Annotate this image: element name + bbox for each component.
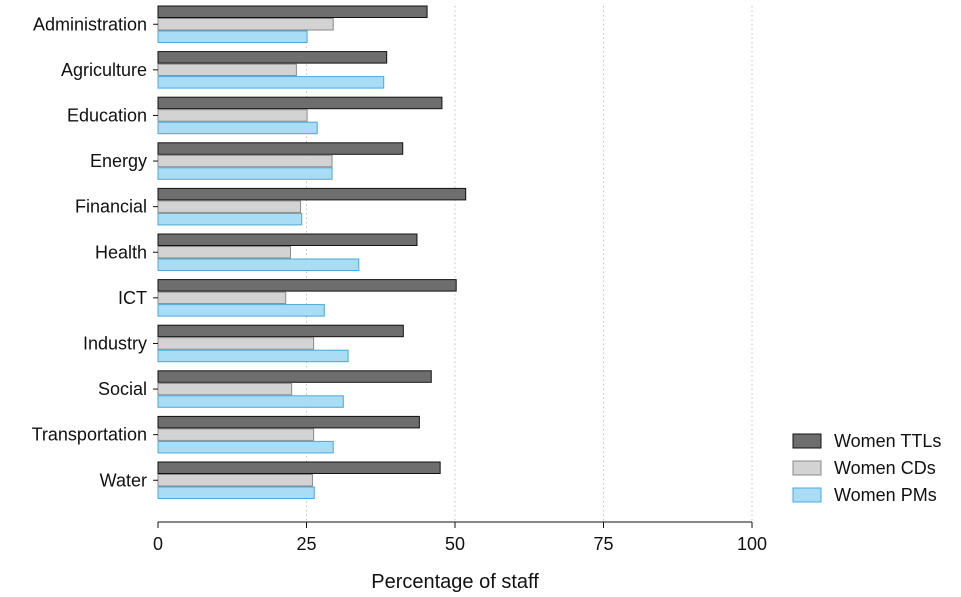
legend-label: Women PMs <box>834 485 937 505</box>
bar-women-cds <box>157 291 287 305</box>
bar-women-ttls <box>157 187 467 201</box>
bar-women-cds <box>157 18 334 31</box>
legend: Women TTLs Women CDs Women PMs <box>792 431 941 505</box>
category-label: Health <box>95 242 147 262</box>
bar-women-ttls <box>157 461 441 474</box>
category-label: Social <box>98 379 147 399</box>
category-label: Administration <box>33 14 147 34</box>
bar-women-ttls <box>157 96 443 110</box>
x-tick-label: 100 <box>737 534 767 554</box>
bar-women-pms <box>157 212 303 226</box>
bar-women-ttls <box>157 5 428 18</box>
bar-women-cds <box>157 154 333 168</box>
bar-women-ttls <box>157 51 388 64</box>
x-tick-label: 75 <box>593 534 613 554</box>
bar-women-ttls <box>157 324 404 338</box>
category-label: Industry <box>83 333 147 353</box>
category-label: Education <box>67 105 147 125</box>
bar-women-cds <box>157 428 315 441</box>
legend-label: Women CDs <box>834 458 936 478</box>
bar-women-ttls <box>157 279 457 292</box>
x-axis: 0 25 50 75 100 <box>153 521 767 554</box>
category-labels: Administration Agriculture Education Energy… <box>32 14 158 490</box>
bar-women-cds <box>157 63 297 77</box>
legend-swatch <box>792 460 822 476</box>
bar-women-ttls <box>157 415 420 429</box>
x-tick-label: 0 <box>153 534 163 554</box>
category-label: Transportation <box>32 425 147 445</box>
category-label: ICT <box>118 288 147 308</box>
legend-swatch <box>792 487 822 503</box>
bar-women-ttls <box>157 142 404 155</box>
x-axis-title: Percentage of staff <box>371 571 539 593</box>
bar-women-cds <box>157 337 315 350</box>
bar-women-cds <box>157 382 293 396</box>
bar-women-pms <box>157 440 334 454</box>
bar-women-ttls <box>157 370 432 383</box>
bar-women-pms <box>157 167 333 180</box>
bars <box>157 5 467 499</box>
bar-women-pms <box>157 304 325 317</box>
category-label: Energy <box>90 151 147 171</box>
bar-women-pms <box>157 30 308 43</box>
bar-women-cds <box>157 109 308 122</box>
bar-women-pms <box>157 258 360 271</box>
bar-women-cds <box>157 474 313 487</box>
bar-women-ttls <box>157 233 418 246</box>
bar-women-pms <box>157 395 344 408</box>
category-label: Financial <box>75 197 147 217</box>
bar-women-pms <box>157 486 315 499</box>
x-tick-label: 25 <box>296 534 316 554</box>
bar-women-pms <box>157 76 385 89</box>
bar-women-cds <box>157 200 302 213</box>
x-tick-label: 50 <box>445 534 465 554</box>
bar-women-pms <box>157 121 318 135</box>
category-label: Water <box>100 470 147 490</box>
legend-swatch <box>792 433 822 449</box>
legend-label: Women TTLs <box>834 431 941 451</box>
category-label: Agriculture <box>61 60 147 80</box>
bar-women-pms <box>157 349 349 363</box>
bar-women-cds <box>157 246 291 259</box>
